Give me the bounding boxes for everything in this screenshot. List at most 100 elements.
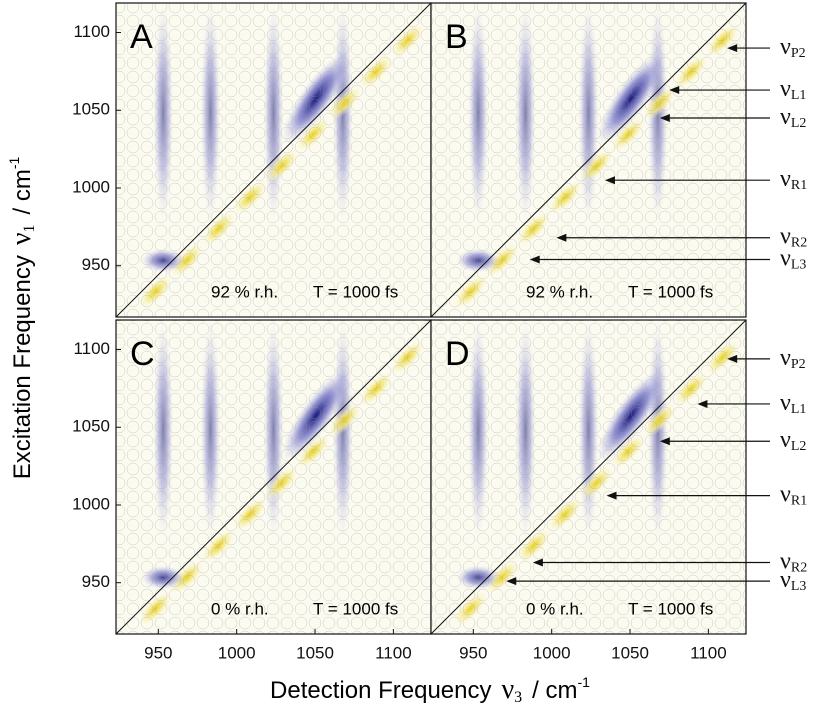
- arrow-head: [556, 233, 567, 242]
- symbol: ν: [780, 76, 791, 102]
- annotation-label: νR1: [780, 166, 807, 194]
- subscript: R1: [791, 494, 807, 509]
- label-symbol: ν: [6, 233, 37, 246]
- condition: 92 % r.h.: [526, 282, 593, 301]
- contour-area: [116, 320, 431, 634]
- symbol: ν: [780, 34, 791, 60]
- time: T = 1000 fs: [313, 282, 398, 301]
- arrow-head: [697, 399, 708, 408]
- label-unit: / cm: [9, 169, 36, 214]
- annotation-label: νR2: [780, 223, 807, 251]
- arrow-head: [659, 437, 670, 446]
- y-tick-label: 1100: [73, 339, 110, 358]
- contour-area: [431, 320, 746, 634]
- arrow-head: [669, 86, 680, 95]
- subscript: P2: [791, 46, 806, 61]
- annotation-label: νL2: [780, 104, 806, 132]
- y-tick-label: 1050: [72, 100, 110, 119]
- label-text: Detection Frequency: [270, 677, 491, 704]
- subscript: L3: [791, 258, 807, 273]
- arrow-head: [606, 491, 617, 500]
- frame: [430, 2, 747, 318]
- x-tick-label: 1000: [218, 643, 256, 662]
- symbol: ν: [780, 389, 791, 415]
- panel-label: B: [445, 18, 468, 56]
- subscript: R2: [791, 236, 807, 251]
- diagonal: [116, 320, 431, 634]
- subscript: P2: [791, 357, 806, 372]
- y-tick-label: 1050: [72, 417, 110, 436]
- diagonal: [431, 320, 746, 634]
- annotation-label: νP2: [780, 34, 806, 62]
- time: T = 1000 fs: [628, 599, 713, 618]
- y-tick-label: 950: [82, 255, 110, 274]
- arrow-head: [604, 176, 615, 185]
- symbol: ν: [780, 548, 791, 574]
- arrow-head: [727, 44, 738, 53]
- condition: 0 % r.h.: [211, 599, 269, 618]
- x-tick-label: 1050: [611, 643, 649, 662]
- y-tick-label: 950: [82, 572, 110, 591]
- condition: 0 % r.h.: [526, 599, 584, 618]
- subscript: L1: [791, 88, 807, 103]
- arrow-head: [659, 114, 670, 123]
- y-tick-label: 1000: [72, 494, 110, 513]
- symbol: ν: [780, 567, 791, 593]
- symbol: ν: [780, 104, 791, 130]
- frame: [430, 319, 747, 635]
- y-tick-label: 1000: [72, 177, 110, 196]
- label-sup: -1: [6, 157, 22, 170]
- time: T = 1000 fs: [313, 599, 398, 618]
- subscript: R1: [791, 178, 807, 193]
- symbol: ν: [780, 427, 791, 453]
- time: T = 1000 fs: [628, 282, 713, 301]
- x-tick-label: 1100: [375, 643, 412, 662]
- panel-label: D: [445, 335, 470, 373]
- x-tick-label: 1050: [296, 643, 334, 662]
- symbol: ν: [780, 166, 791, 192]
- annotation-label: νL2: [780, 427, 806, 455]
- condition: 92 % r.h.: [211, 282, 278, 301]
- symbol: ν: [780, 245, 791, 271]
- symbol: ν: [780, 344, 791, 370]
- annotation-label: νR1: [780, 481, 807, 509]
- annotation-label: νL3: [780, 567, 806, 595]
- diagonal: [116, 3, 431, 317]
- subscript: L2: [791, 439, 807, 454]
- symbol: ν: [780, 223, 791, 249]
- annotation-label: νP2: [780, 344, 806, 372]
- arrow-head: [506, 577, 517, 586]
- y-tick-label: 1100: [73, 22, 110, 41]
- label-sub: 1: [21, 225, 38, 233]
- x-tick-label: 1000: [533, 643, 571, 662]
- x-label: Detection Frequency ν3 / cm-1: [270, 674, 590, 706]
- label-unit: / cm: [532, 677, 577, 704]
- subscript: L3: [791, 579, 807, 594]
- annotation-label: νL1: [780, 76, 806, 104]
- label-text: Excitation Frequency: [9, 255, 36, 479]
- contour-area: [431, 3, 746, 317]
- arrow-head: [532, 558, 543, 567]
- contour-area: [116, 3, 431, 317]
- diagonal: [431, 3, 746, 317]
- x-tick-label: 950: [459, 643, 487, 662]
- label-sub: 3: [514, 689, 522, 706]
- subscript: L1: [791, 402, 807, 417]
- panel: C 0 % r.h. T = 1000 fs 950 1000 1050 1100 950 10…: [72, 319, 432, 662]
- x-tick-label: 1100: [690, 643, 727, 662]
- label-sup: -1: [578, 674, 591, 690]
- symbol: ν: [780, 481, 791, 507]
- label-symbol: ν: [502, 674, 515, 705]
- subscript: R2: [791, 561, 807, 576]
- subscript: L2: [791, 116, 807, 131]
- arrow-head: [727, 354, 738, 363]
- panel: A 92 % r.h. T = 1000 fs 950 1000 1050 1100: [72, 2, 432, 318]
- panel-label: A: [130, 18, 153, 56]
- arrow-head: [529, 255, 540, 264]
- x-tick-label: 950: [144, 643, 172, 662]
- annotation-label: νL1: [780, 389, 806, 417]
